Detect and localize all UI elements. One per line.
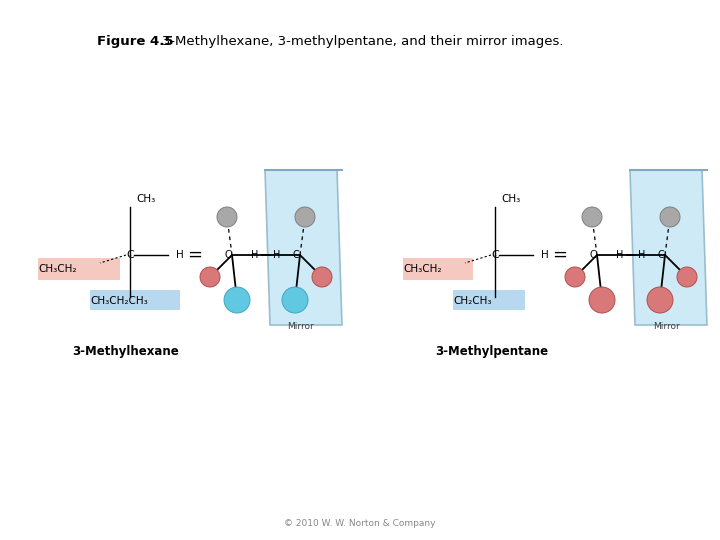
- Text: =: =: [187, 246, 202, 264]
- Text: Figure 4.5: Figure 4.5: [97, 35, 174, 48]
- Circle shape: [200, 267, 220, 287]
- Text: 3-Methylhexane: 3-Methylhexane: [72, 345, 179, 358]
- Text: C: C: [225, 250, 231, 260]
- Text: Mirror: Mirror: [287, 322, 315, 331]
- FancyBboxPatch shape: [38, 258, 120, 280]
- FancyBboxPatch shape: [90, 290, 180, 310]
- Text: 3-Methylhexane, 3-methylpentane, and their mirror images.: 3-Methylhexane, 3-methylpentane, and the…: [149, 35, 564, 48]
- Text: H: H: [176, 250, 184, 260]
- Circle shape: [660, 207, 680, 227]
- Circle shape: [582, 207, 602, 227]
- Polygon shape: [265, 170, 342, 325]
- Text: CH₃CH₂: CH₃CH₂: [38, 264, 76, 274]
- Circle shape: [589, 287, 615, 313]
- Text: =: =: [552, 246, 567, 264]
- Text: 3-Methylpentane: 3-Methylpentane: [435, 345, 548, 358]
- Text: C: C: [590, 250, 596, 260]
- Polygon shape: [630, 170, 707, 325]
- Circle shape: [647, 287, 673, 313]
- FancyBboxPatch shape: [453, 290, 525, 310]
- Text: H: H: [541, 250, 549, 260]
- Circle shape: [677, 267, 697, 287]
- Circle shape: [217, 207, 237, 227]
- Circle shape: [224, 287, 250, 313]
- FancyBboxPatch shape: [403, 258, 473, 280]
- Text: C: C: [657, 250, 665, 260]
- Text: C: C: [491, 250, 499, 260]
- Text: CH₃: CH₃: [136, 194, 156, 204]
- Text: Mirror: Mirror: [652, 322, 680, 331]
- Text: CH₃: CH₃: [501, 194, 521, 204]
- Text: CH₃CH₂: CH₃CH₂: [403, 264, 441, 274]
- Text: C: C: [126, 250, 134, 260]
- Text: CH₃CH₂CH₃: CH₃CH₂CH₃: [90, 296, 148, 306]
- Text: H: H: [616, 250, 624, 260]
- Text: C: C: [292, 250, 300, 260]
- Text: H: H: [639, 250, 646, 260]
- Circle shape: [312, 267, 332, 287]
- Text: CH₂CH₃: CH₂CH₃: [453, 296, 492, 306]
- Text: © 2010 W. W. Norton & Company: © 2010 W. W. Norton & Company: [284, 519, 436, 528]
- Circle shape: [565, 267, 585, 287]
- Text: H: H: [251, 250, 258, 260]
- Circle shape: [282, 287, 308, 313]
- Text: H: H: [274, 250, 281, 260]
- Circle shape: [295, 207, 315, 227]
